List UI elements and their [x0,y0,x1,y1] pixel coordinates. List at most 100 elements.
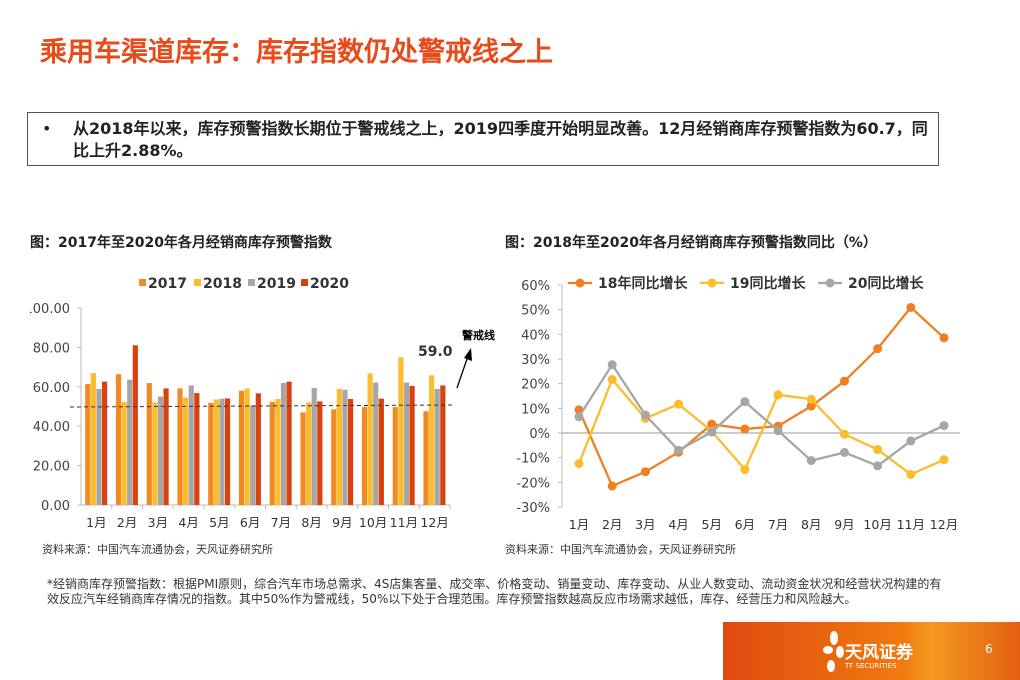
bar-2019-7月 [280,383,287,505]
bar-2020-3月 [163,388,169,505]
x-tick-label: 10月 [863,517,891,532]
bar-2020-11月 [409,386,415,505]
y-tick-label: -30% [516,501,550,516]
point-20同比增长-3月 [640,410,650,420]
point-18年同比增长-11月 [906,302,916,312]
bar-2019-8月 [311,387,317,505]
legend-marker-18年同比增长 [575,278,585,288]
point-18年同比增长-6月 [740,424,750,434]
legend-label-19同比增长: 19同比增长 [730,275,806,292]
summary-box: • 从2018年以来，库存预警指数长期位于警戒线之上，2019四季度开始明显改善… [27,112,939,166]
point-18年同比增长-2月 [607,481,617,491]
bar-2018-3月 [152,402,158,505]
bar-2020-10月 [378,398,384,505]
tf-flower-logo-icon [823,631,844,672]
x-tick-label: 8月 [301,515,321,530]
warning-line-label: 警戒线 [461,328,495,342]
bar-chart: 0.00 20.00 40.00 60.00 80.00 100.00 1月 2月 3月 4月 5月… [30,276,495,530]
bar-2018-7月 [275,399,281,505]
legend-swatch-2020 [301,279,308,286]
bar-2019-11月 [403,382,410,505]
point-18年同比增长-3月 [640,467,650,477]
bar-2020-6月 [255,393,261,505]
x-tick-label: 3月 [148,515,168,530]
point-20同比增长-9月 [839,447,849,457]
bullet: • [42,119,52,138]
point-20同比增长-1月 [574,412,584,422]
x-tick-label: 6月 [240,515,260,530]
legend-swatch-2018 [194,279,201,286]
series-line-19同比增长 [577,377,945,476]
x-tick-label: 5月 [209,515,229,530]
x-tick-label: 2月 [117,515,137,530]
bar-2017-12月 [423,411,429,505]
point-18年同比增长-8月 [806,401,816,411]
point-20同比增长-10月 [873,461,883,471]
point-19同比增长-10月 [873,445,883,455]
x-tick-label: 6月 [735,517,755,532]
point-20同比增长-6月 [740,397,750,407]
x-tick-label: 4月 [178,515,198,530]
annotation-label: 59.0 [418,344,453,360]
bar-2017-11月 [392,407,398,505]
logo-text-cn: 天风证券 [845,643,913,663]
point-20同比增长-2月 [607,360,617,370]
bar-2018-4月 [183,397,189,505]
bar-2020-1月 [101,381,108,505]
bar-2018-2月 [121,401,127,505]
bar-chart-title: 图：2017年至2020年各月经销商库存预警指数 [30,235,332,251]
x-tick-label: 1月 [86,515,106,530]
legend-swatch-2019 [248,279,255,286]
bar-2018-12月 [429,375,435,505]
x-tick-label: 4月 [668,517,688,532]
point-20同比增长-5月 [707,427,717,437]
bar-2017-4月 [177,388,183,505]
x-tick-label: 11月 [390,515,418,530]
series-line-20同比增长 [578,362,945,468]
bar-2018-9月 [336,388,342,505]
x-tick-label: 3月 [635,517,655,532]
x-tick-label: 11月 [897,517,925,532]
bar-2017-1月 [85,384,91,505]
bar-2019-12月 [434,388,440,505]
bar-2018-11月 [398,357,404,505]
bar-2020-12月 [440,385,446,505]
y-tick-label: -10% [516,452,550,467]
bar-2018-1月 [90,373,96,505]
point-19同比增长-8月 [806,394,816,404]
legend-label-2018: 2018 [203,276,242,292]
y-tick-label: 60.00 [33,381,70,396]
bar-chart-source: 资料来源：中国汽车流通协会，天风证券研究所 [42,543,273,556]
bar-2018-10月 [367,373,373,505]
point-19同比增长-11月 [906,469,916,479]
y-tick-label: 50% [521,304,550,319]
x-tick-label: 1月 [569,517,589,532]
x-tick-label: 10月 [359,515,387,530]
x-tick-label: 2月 [602,517,622,532]
bar-2017-8月 [300,412,306,505]
bar-2017-7月 [269,401,275,505]
summary-text: 从2018年以来，库存预警指数长期位于警戒线之上，2019四季度开始明显改善。1… [73,119,928,160]
x-tick-label: 12月 [930,517,958,532]
x-tick-label: 9月 [332,515,352,530]
x-tick-label: 7月 [768,517,788,532]
bar-2017-6月 [238,390,245,505]
bar-2018-8月 [306,402,312,505]
bar-2020-8月 [317,401,323,505]
arrow-shaft [456,355,469,389]
bar-2017-9月 [331,409,337,505]
bar-2019-2月 [127,379,133,505]
point-18年同比增长-12月 [939,333,949,343]
bar-2018-5月 [213,399,219,505]
bar-2020-2月 [132,345,138,505]
legend-marker-20同比增长 [825,278,835,288]
point-19同比增长-7月 [773,390,783,400]
legend-label-20同比增长: 20同比增长 [848,275,924,292]
point-19同比增长-4月 [674,399,684,409]
x-tick-label: 9月 [834,517,854,532]
bar-2019-5月 [219,398,225,505]
point-20同比增长-7月 [773,426,783,436]
point-19同比增长-9月 [839,429,849,439]
point-19同比增长-1月 [574,459,584,469]
slide-title: 乘用车渠道库存：库存指数仍处警戒线之上 [40,37,553,68]
